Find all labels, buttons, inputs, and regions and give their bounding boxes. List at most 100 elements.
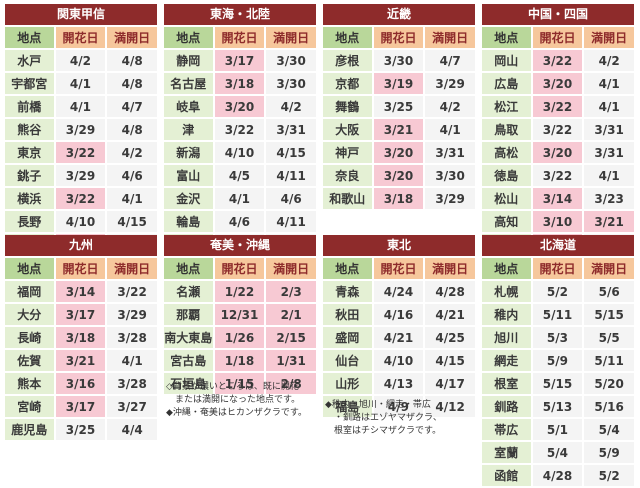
bloom-date-cell: 3/29 (53, 165, 106, 186)
table-row: 広島 3/20 4/1 (482, 73, 634, 94)
table-row: 奈良 3/20 3/30 (323, 165, 475, 186)
table-row: 鳥取 3/22 3/31 (482, 119, 634, 140)
table-row: 石垣島 1/15 2/8 (164, 373, 316, 394)
bloom-date-cell: 4/28 (530, 465, 583, 486)
bloom-date-cell: 3/25 (371, 96, 424, 117)
location-cell: 根室 (482, 373, 531, 394)
header-bloom-date: 開花日 (53, 258, 106, 279)
location-cell: 新潟 (164, 142, 213, 163)
table-row: 大阪 3/21 4/1 (323, 119, 475, 140)
header-full-bloom-date: 満開日 (264, 27, 316, 48)
table-row: 富山 4/5 4/11 (164, 165, 316, 186)
location-cell: 南大東島 (164, 327, 213, 348)
bloom-date-cell: 3/29 (53, 119, 106, 140)
full-bloom-date-cell: 3/30 (423, 165, 475, 186)
full-bloom-date-cell: 4/2 (264, 96, 316, 117)
table-row: 名瀬 1/22 2/3 (164, 281, 316, 302)
full-bloom-date-cell: 5/4 (582, 419, 634, 440)
full-bloom-date-cell: 4/2 (582, 50, 634, 71)
note-okinawa: ◇背景が濃いところは、既に開花 または満開になった地点です。 ◆沖縄・奄美はヒカ… (166, 381, 307, 420)
region-kanto-koshin: 関東甲信 地点 開花日 満開日 水戸 4/2 4/8 宇都宮 4/1 4/8 前橋 4/1 4/7 熊谷 3… (5, 4, 157, 257)
full-bloom-date-cell: 4/11 (264, 165, 316, 186)
location-cell: 和歌山 (323, 188, 372, 209)
location-cell: 石垣島 (164, 373, 213, 394)
full-bloom-date-cell: 5/16 (582, 396, 634, 417)
bloom-date-cell: 3/22 (53, 188, 106, 209)
bloom-date-cell: 3/20 (371, 165, 424, 186)
full-bloom-date-cell: 5/5 (582, 327, 634, 348)
full-bloom-date-cell: 2/8 (264, 373, 316, 394)
location-cell: 高知 (482, 211, 531, 232)
table-row: 京都 3/19 3/29 (323, 73, 475, 94)
region-amami-okinawa: 奄美・沖縄 地点 開花日 満開日 名瀬 1/22 2/3 那覇 12/31 2/1 南大東島 1/26… (164, 235, 316, 396)
table-row: 岐阜 3/20 4/2 (164, 96, 316, 117)
location-cell: 宮崎 (5, 396, 54, 417)
bloom-table: 地点 開花日 満開日 名瀬 1/22 2/3 那覇 12/31 2/1 南大東島 1/26 2/15 宮… (164, 256, 316, 396)
table-row: 青森 4/24 4/28 (323, 281, 475, 302)
table-header-row: 地点 開花日 満開日 (323, 27, 475, 48)
full-bloom-date-cell: 3/29 (105, 304, 157, 325)
full-bloom-date-cell: 3/21 (582, 211, 634, 232)
full-bloom-date-cell: 3/28 (105, 373, 157, 394)
header-full-bloom-date: 満開日 (423, 27, 475, 48)
full-bloom-date-cell: 2/1 (264, 304, 316, 325)
table-row: 金沢 4/1 4/6 (164, 188, 316, 209)
region-title: 東北 (323, 235, 475, 256)
table-row: 宮崎 3/17 3/27 (5, 396, 157, 417)
full-bloom-date-cell: 3/30 (264, 73, 316, 94)
bloom-date-cell: 1/18 (212, 350, 265, 371)
full-bloom-date-cell: 3/28 (105, 327, 157, 348)
header-location: 地点 (482, 27, 531, 48)
bloom-date-cell: 4/13 (371, 373, 424, 394)
bloom-date-cell: 3/22 (530, 119, 583, 140)
full-bloom-date-cell: 3/31 (582, 119, 634, 140)
location-cell: 鹿児島 (5, 419, 54, 440)
full-bloom-date-cell: 4/12 (423, 396, 475, 417)
full-bloom-date-cell: 5/15 (582, 304, 634, 325)
table-row: 宇都宮 4/1 4/8 (5, 73, 157, 94)
region-hokkaido: 北海道 地点 開花日 満開日 札幌 5/2 5/6 稚内 5/11 5/15 旭川 5/3 5/5 網走 5… (482, 235, 634, 488)
header-bloom-date: 開花日 (212, 258, 265, 279)
full-bloom-date-cell: 3/31 (423, 142, 475, 163)
table-row: 福岡 3/14 3/22 (5, 281, 157, 302)
location-cell: 名古屋 (164, 73, 213, 94)
full-bloom-date-cell: 4/8 (105, 50, 157, 71)
bloom-table: 地点 開花日 満開日 札幌 5/2 5/6 稚内 5/11 5/15 旭川 5/3 5/5 網走 5/9 5… (482, 256, 634, 488)
table-row: 銚子 3/29 4/6 (5, 165, 157, 186)
bloom-date-cell: 3/21 (53, 350, 106, 371)
bloom-table: 地点 開花日 満開日 青森 4/24 4/28 秋田 4/16 4/21 盛岡 4/21 4/25 仙台… (323, 256, 475, 419)
bloom-date-cell: 4/24 (371, 281, 424, 302)
location-cell: 東京 (5, 142, 54, 163)
location-cell: 宇都宮 (5, 73, 54, 94)
location-cell: 奈良 (323, 165, 372, 186)
table-row: 秋田 4/16 4/21 (323, 304, 475, 325)
location-cell: 那覇 (164, 304, 213, 325)
header-full-bloom-date: 満開日 (264, 258, 316, 279)
table-row: 静岡 3/17 3/30 (164, 50, 316, 71)
location-cell: 銚子 (5, 165, 54, 186)
table-row: 函館 4/28 5/2 (482, 465, 634, 486)
table-row: 大分 3/17 3/29 (5, 304, 157, 325)
table-row: 熊本 3/16 3/28 (5, 373, 157, 394)
bloom-date-cell: 5/11 (530, 304, 583, 325)
header-location: 地点 (164, 258, 213, 279)
location-cell: 神戸 (323, 142, 372, 163)
table-row: 横浜 3/22 4/1 (5, 188, 157, 209)
bloom-table: 地点 開花日 満開日 静岡 3/17 3/30 名古屋 3/18 3/30 岐阜 3/20 4/2 津 3… (164, 25, 316, 257)
location-cell: 岐阜 (164, 96, 213, 117)
location-cell: 山形 (323, 373, 372, 394)
full-bloom-date-cell: 3/29 (423, 73, 475, 94)
full-bloom-date-cell: 2/3 (264, 281, 316, 302)
full-bloom-date-cell: 3/23 (582, 188, 634, 209)
bloom-date-cell: 3/17 (53, 396, 106, 417)
full-bloom-date-cell: 5/2 (582, 465, 634, 486)
full-bloom-date-cell: 4/6 (264, 188, 316, 209)
full-bloom-date-cell: 3/31 (264, 119, 316, 140)
table-row: 東京 3/22 4/2 (5, 142, 157, 163)
bloom-date-cell: 3/14 (530, 188, 583, 209)
location-cell: 宮古島 (164, 350, 213, 371)
bloom-date-cell: 1/22 (212, 281, 265, 302)
table-row: 高知 3/10 3/21 (482, 211, 634, 232)
bloom-date-cell: 4/1 (53, 96, 106, 117)
location-cell: 前橋 (5, 96, 54, 117)
